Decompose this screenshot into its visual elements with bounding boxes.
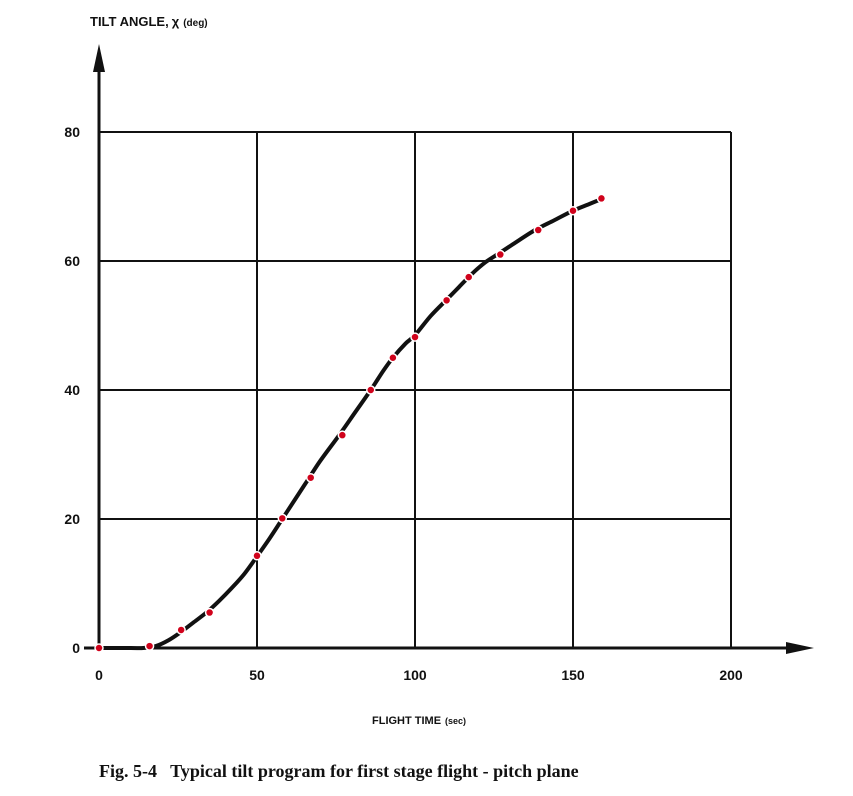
y-tick-label: 40 (64, 382, 80, 398)
x-tick-label: 0 (95, 667, 103, 683)
axes (84, 44, 814, 654)
x-axis-title-main: FLIGHT TIME (372, 715, 441, 727)
y-axis-title-main: TILT ANGLE, (90, 14, 169, 29)
x-tick-label: 100 (403, 667, 427, 683)
x-axis-title-unit: (sec) (445, 716, 466, 726)
x-tick-label: 150 (561, 667, 585, 683)
series-markers (94, 193, 607, 653)
data-point (568, 205, 578, 216)
y-tick-label: 60 (64, 253, 80, 269)
data-point (252, 551, 262, 561)
data-point (463, 272, 474, 282)
data-point (410, 332, 420, 342)
y-axis-title-unit: (deg) (183, 18, 207, 29)
data-point (533, 225, 543, 235)
y-axis-arrow-icon (93, 44, 105, 72)
figure-caption: Fig. 5-4 Typical tilt program for first … (99, 761, 579, 781)
data-point (366, 385, 376, 395)
series-curve (97, 197, 604, 651)
data-point (441, 295, 452, 306)
tilt-curve (97, 197, 604, 651)
data-point (204, 607, 215, 618)
data-point (144, 641, 155, 651)
data-point (337, 430, 348, 440)
y-tick-label: 80 (64, 124, 80, 140)
y-axis-title-symbol: χ (172, 14, 180, 29)
grid (99, 131, 732, 648)
tick-labels: 0 50 100 150 200 0 20 40 60 80 (64, 124, 742, 683)
data-point (94, 643, 104, 653)
y-axis-title: TILT ANGLE, χ (deg) (90, 14, 208, 29)
data-point (176, 625, 186, 635)
data-point (495, 249, 506, 260)
data-point (305, 472, 316, 483)
x-axis-arrow-icon (786, 642, 814, 654)
data-point (596, 193, 607, 204)
x-axis-title: FLIGHT TIME (sec) (372, 715, 466, 727)
data-point (388, 353, 398, 363)
x-tick-label: 50 (249, 667, 265, 683)
data-point (277, 513, 288, 524)
x-tick-label: 200 (719, 667, 743, 683)
y-tick-label: 0 (72, 640, 80, 656)
y-tick-label: 20 (64, 511, 80, 527)
